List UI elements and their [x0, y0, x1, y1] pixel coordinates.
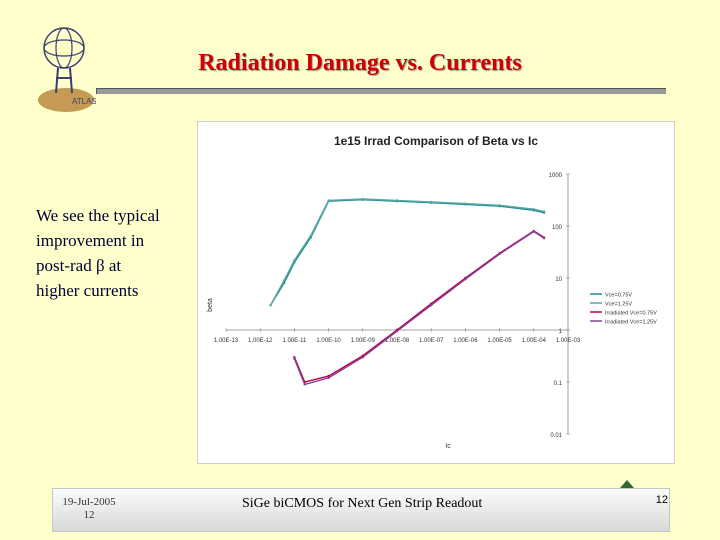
data-point: [293, 258, 296, 262]
data-point: [361, 197, 364, 201]
y-tick-label: 10: [555, 277, 562, 283]
x-tick-label: 1.00E-03: [556, 338, 581, 344]
slide-title: Radiation Damage vs. Currents: [198, 50, 522, 76]
data-point: [464, 202, 467, 205]
data-point: [361, 355, 364, 359]
y-tick-label: 1000: [549, 173, 563, 179]
x-tick-label: 1.00E-12: [248, 338, 273, 344]
series-line-2: [269, 198, 545, 306]
footer-date: 19-Jul-2005 12: [58, 496, 120, 522]
legend-entry: Irradiated Vce=0.75V: [605, 311, 657, 317]
logo-base: [38, 88, 94, 112]
series-line-1: [269, 198, 545, 306]
footer-title: SiGe biCMOS for Next Gen Strip Readout: [242, 496, 483, 511]
x-tick-label: 1.00E-13: [214, 338, 239, 344]
logo-text: ATLAS: [72, 97, 96, 106]
x-tick-label: 1.00E-06: [453, 338, 478, 344]
title-divider: [96, 88, 666, 94]
chart-series: [269, 197, 546, 386]
x-axis-label: Ic: [445, 443, 451, 450]
bullet-line: higher currents: [36, 281, 139, 300]
x-tick-label: 1.00E-08: [385, 338, 410, 344]
bullet-line: We see the typical: [36, 206, 160, 225]
y-tick-label: 0.01: [550, 433, 562, 439]
atlas-logo: ATLAS: [38, 27, 96, 112]
data-point: [542, 237, 546, 240]
series-line-3: [293, 230, 545, 383]
legend-entry: Vce=0.75V: [605, 293, 632, 299]
data-point: [532, 208, 535, 211]
x-tick-label: 1.00E-11: [282, 338, 307, 344]
data-point: [395, 199, 399, 202]
legend-entry: Vce=1.25V: [605, 302, 632, 308]
data-point: [282, 279, 286, 282]
data-point: [293, 357, 296, 360]
data-point: [430, 200, 433, 204]
x-tick-label: 1.00E-05: [487, 338, 512, 344]
bullet-line: post-rad β at: [36, 256, 122, 275]
data-point: [464, 277, 467, 281]
legend-entry: Irradiated Vce=1.25V: [605, 320, 657, 326]
data-point: [498, 252, 501, 256]
chart-axes: 1.00E-13 1.00E-12 1.00E-11 1.00E-10 1.00E-09…: [214, 173, 581, 439]
data-point: [327, 199, 330, 202]
footer-bar: [52, 488, 670, 532]
y-axis-label: beta: [207, 298, 214, 312]
beta-vs-ic-chart: 1e15 Irrad Comparison of Beta vs Ic 1.00…: [207, 134, 657, 450]
y-tick-label: 1: [559, 329, 563, 335]
series-line-4: [293, 230, 545, 386]
chart-title: 1e15 Irrad Comparison of Beta vs Ic: [334, 134, 538, 148]
x-tick-label: 1.00E-04: [522, 338, 547, 344]
nav-arrow-icon[interactable]: [618, 478, 636, 492]
data-point: [542, 210, 546, 213]
data-point: [430, 303, 433, 307]
bullet-text: We see the typical improvement in post-r…: [36, 203, 196, 303]
bullet-line: improvement in: [36, 231, 145, 250]
footer-date-page: 12: [83, 509, 95, 521]
data-point: [309, 234, 312, 237]
y-tick-label: 100: [552, 225, 563, 231]
data-point: [327, 374, 330, 378]
chart-legend: Vce=0.75V Vce=1.25V Irradiated Vce=0.75V Ir…: [590, 293, 657, 326]
data-point: [498, 204, 501, 207]
data-point: [395, 329, 399, 333]
footer-date-text: 19-Jul-2005: [62, 496, 116, 508]
data-point: [532, 230, 535, 233]
chart-frame: 1e15 Irrad Comparison of Beta vs Ic 1.00…: [197, 121, 675, 464]
y-tick-label: 0.1: [554, 381, 563, 387]
x-tick-label: 1.00E-09: [351, 338, 376, 344]
data-point: [269, 303, 272, 307]
data-point: [327, 376, 330, 380]
x-tick-label: 1.00E-07: [419, 338, 444, 344]
logo-globe: [43, 27, 85, 69]
x-tick-label: 1.00E-10: [316, 338, 341, 344]
footer-page-number: 12: [655, 494, 668, 506]
data-point: [303, 383, 306, 386]
